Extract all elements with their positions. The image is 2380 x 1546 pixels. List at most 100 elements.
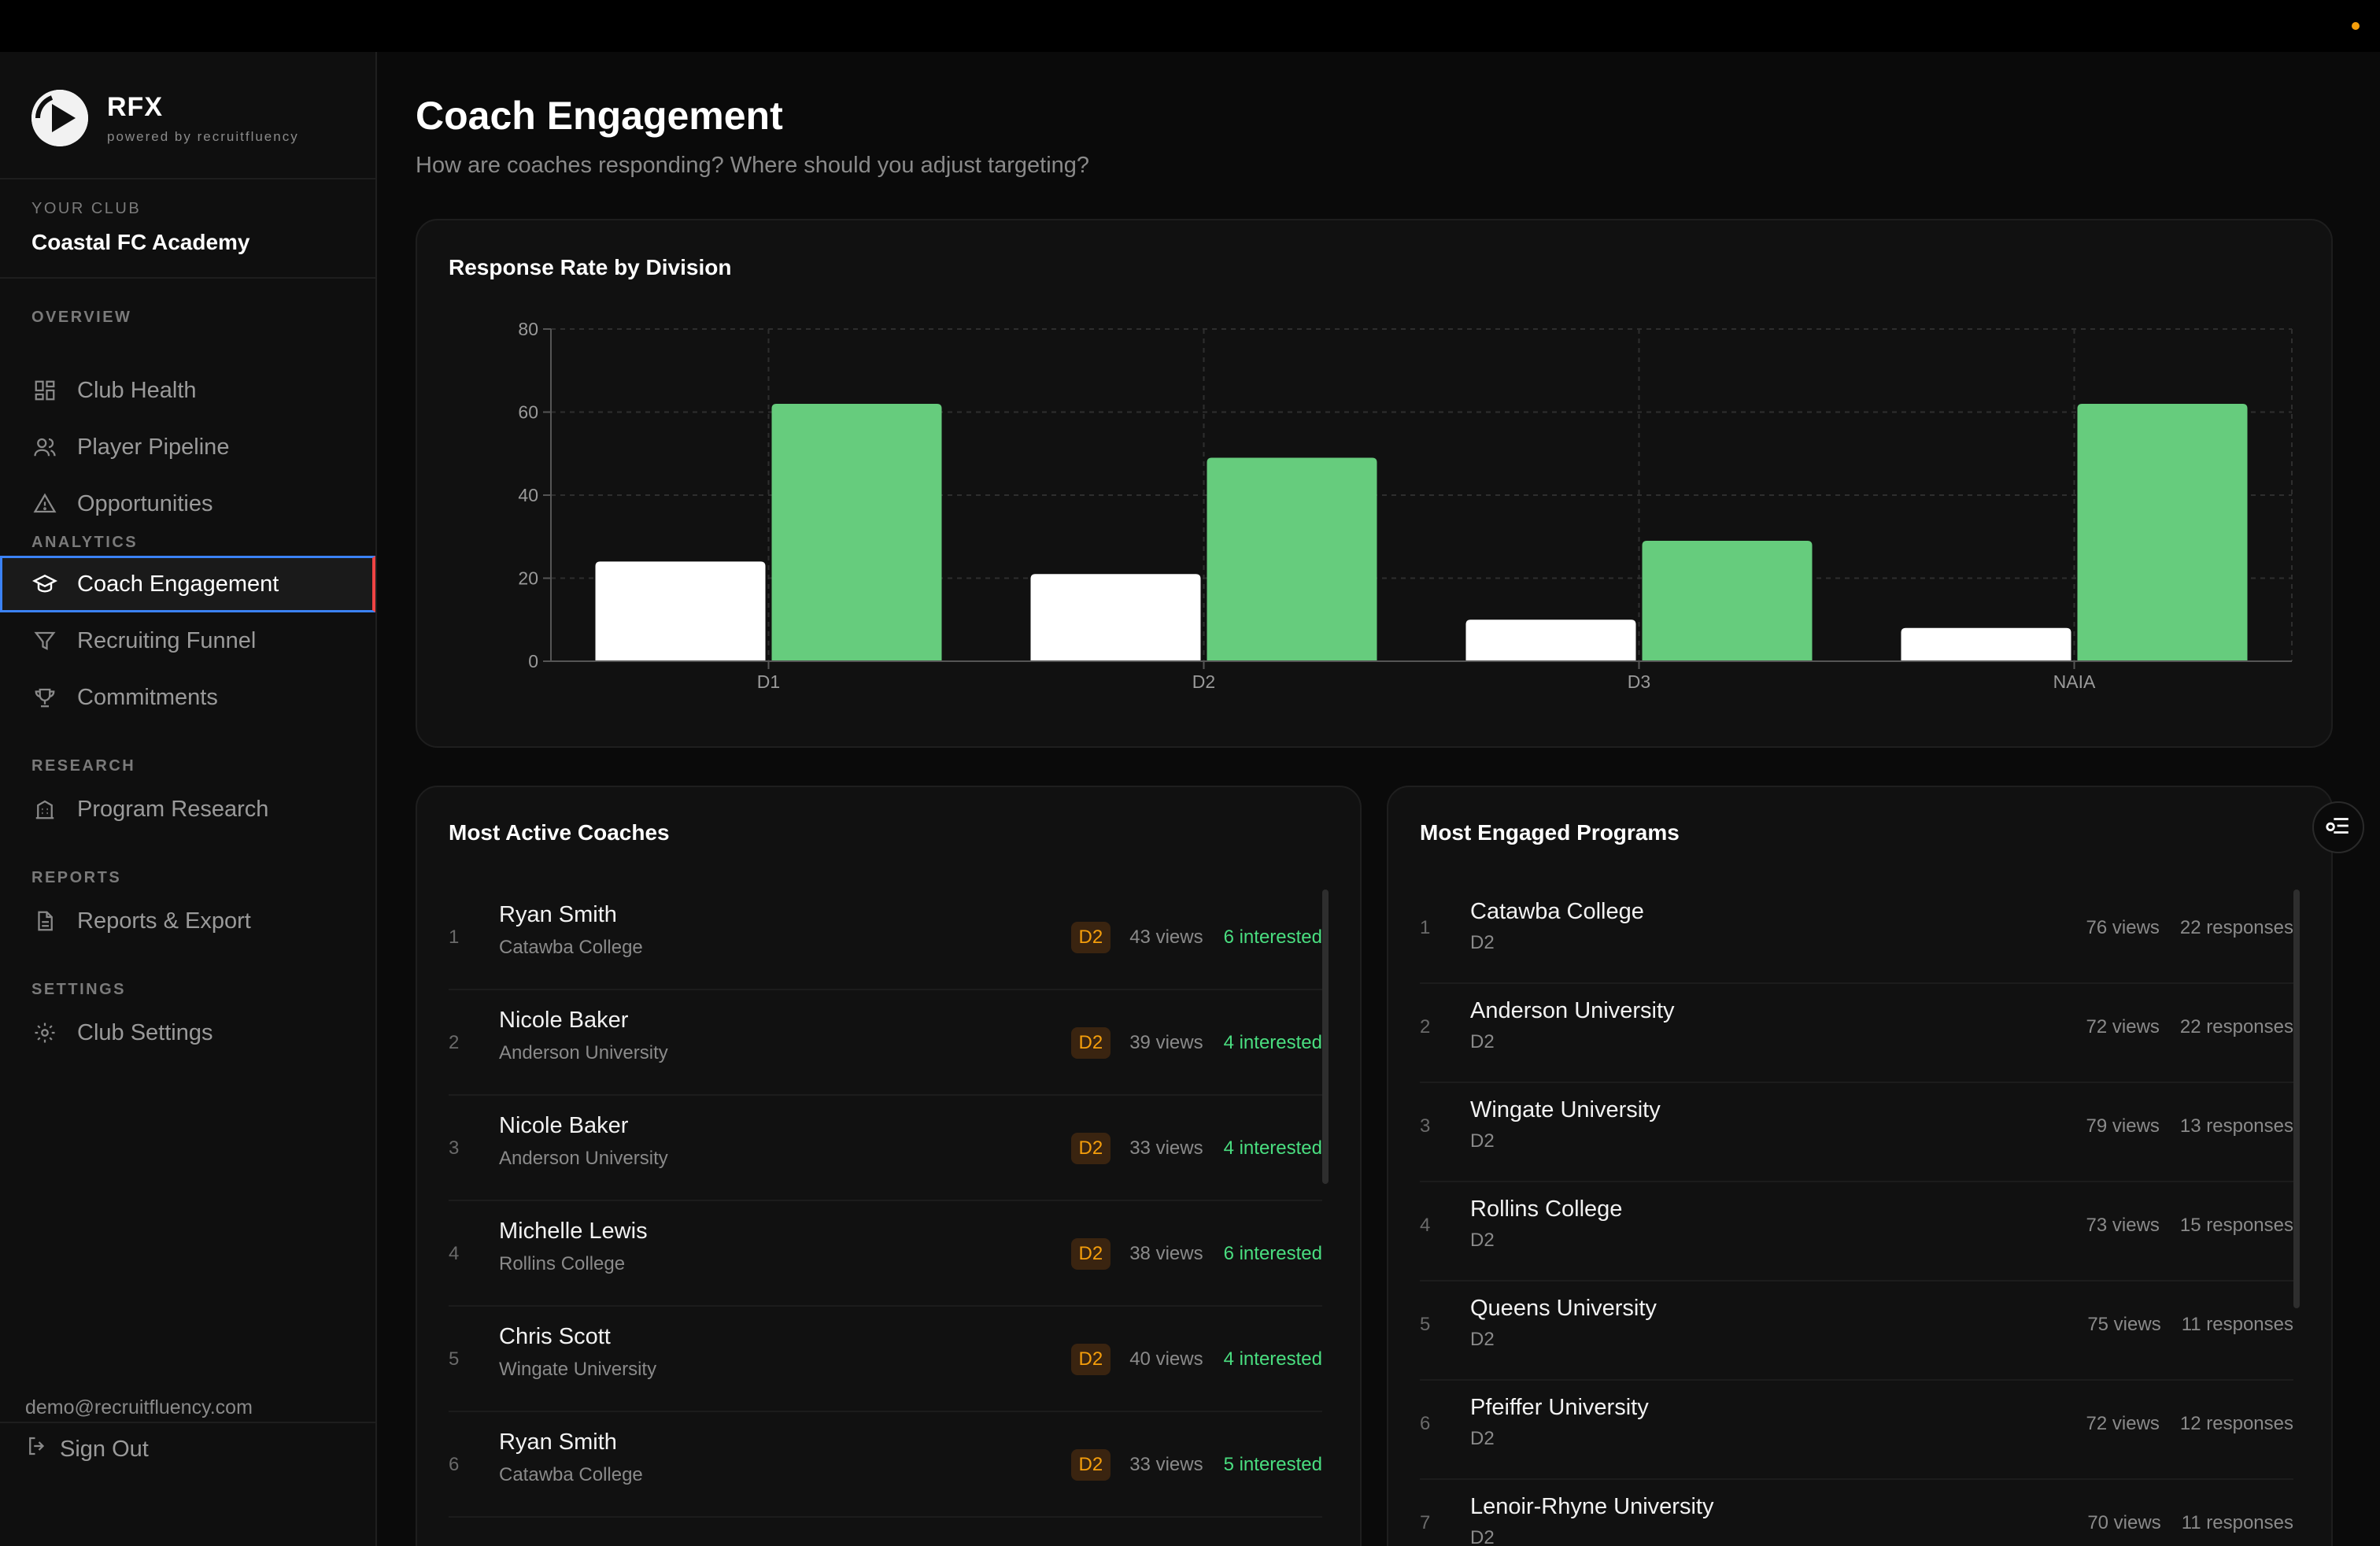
sidebar-item-program-research[interactable]: Program Research <box>0 781 375 838</box>
bar <box>771 403 942 661</box>
program-name: Lenoir-Rhyne University <box>1470 1494 1714 1519</box>
bar <box>1207 457 1377 661</box>
rank: 7 <box>1420 1512 1431 1533</box>
list-item[interactable]: 6 Ryan Smith Catawba College D2 33 views 5… <box>449 1412 1322 1518</box>
division-badge: D2 <box>1070 922 1111 953</box>
list-item[interactable]: 7 Lenoir-Rhyne University D2 70 views 11 … <box>1420 1480 2293 1546</box>
views-count: 39 views <box>1129 1032 1203 1053</box>
sign-out-button[interactable]: Sign Out <box>25 1434 149 1464</box>
programs-list: 1 Catawba College D2 76 views 22 response… <box>1420 885 2293 1546</box>
list-item[interactable]: 1 Catawba College D2 76 views 22 response… <box>1420 885 2293 984</box>
coaches-scrollbar[interactable] <box>1322 890 1329 1184</box>
response-rate-bar-chart: 0 20 40 60 80 D1 D2 D3 NAIA <box>518 319 2293 692</box>
response-rate-chart-card: Response Rate by Division 0 20 40 60 80 D1 D2 D… <box>416 219 2333 748</box>
section-label-research: RESEARCH <box>31 757 136 775</box>
interested-count: 6 interested <box>1223 926 1322 948</box>
coaches-list: 1 Ryan Smith Catawba College D2 43 views 6… <box>449 885 1322 1518</box>
status-dot <box>2352 22 2360 30</box>
rank: 6 <box>449 1454 460 1475</box>
brand[interactable]: RFX powered by recruitfluency <box>31 87 299 150</box>
list-item[interactable]: 6 Pfeiffer University D2 72 views 12 resp… <box>1420 1381 2293 1480</box>
section-label-reports: REPORTS <box>31 869 122 886</box>
sidebar-item-club-settings[interactable]: Club Settings <box>0 1004 375 1061</box>
coach-name: Nicole Baker <box>499 1008 629 1033</box>
sidebar-item-recruiting-funnel[interactable]: Recruiting Funnel <box>0 612 375 669</box>
sidebar-item-label: Coach Engagement <box>77 571 279 597</box>
views-count: 75 views <box>2087 1314 2161 1335</box>
x-tick-label: NAIA <box>2053 671 2096 692</box>
sidebar-item-reports-export[interactable]: Reports & Export <box>0 893 375 949</box>
division-badge: D2 <box>1070 1133 1111 1164</box>
bar <box>1642 541 1813 661</box>
programs-scrollbar[interactable] <box>2293 890 2300 1308</box>
coach-name: Ryan Smith <box>499 902 617 927</box>
interested-count: 4 interested <box>1223 1137 1322 1159</box>
chart-title: Response Rate by Division <box>449 255 732 279</box>
sidebar-item-player-pipeline[interactable]: Player Pipeline <box>0 419 375 475</box>
bar <box>595 561 766 661</box>
program-division: D2 <box>1470 1130 1495 1152</box>
division-badge: D2 <box>1070 1238 1111 1270</box>
views-count: 43 views <box>1129 926 1203 948</box>
views-count: 33 views <box>1129 1454 1203 1475</box>
sidebar-item-commitments[interactable]: Commitments <box>0 669 375 726</box>
list-item[interactable]: 2 Nicole Baker Anderson University D2 39 … <box>449 990 1322 1096</box>
gear-icon <box>31 1019 58 1046</box>
y-tick-label: 60 <box>518 402 538 423</box>
rank: 3 <box>1420 1115 1431 1137</box>
responses-count: 22 responses <box>2179 1016 2293 1037</box>
program-division: D2 <box>1470 1527 1495 1546</box>
division-badge: D2 <box>1070 1344 1111 1375</box>
coach-name: Ryan Smith <box>499 1429 617 1455</box>
y-tick-label: 0 <box>528 651 538 671</box>
y-tick-label: 40 <box>518 485 538 505</box>
sidebar-item-label: Club Settings <box>77 1019 213 1045</box>
coach-school: Rollins College <box>499 1253 626 1274</box>
club-label: YOUR CLUB <box>31 200 142 217</box>
list-item[interactable]: 4 Rollins College D2 73 views 15 response… <box>1420 1182 2293 1282</box>
sidebar-item-opportunities[interactable]: Opportunities <box>0 475 375 532</box>
list-item[interactable]: 2 Anderson University D2 72 views 22 resp… <box>1420 984 2293 1083</box>
x-tick-label: D3 <box>1628 671 1650 692</box>
sidebar-item-coach-engagement[interactable]: Coach Engagement <box>0 556 375 612</box>
brand-tagline: powered by recruitfluency <box>107 128 299 144</box>
list-item[interactable]: 5 Chris Scott Wingate University D2 40 vi… <box>449 1307 1322 1412</box>
coach-name: Nicole Baker <box>499 1113 629 1138</box>
rank: 3 <box>449 1137 460 1159</box>
sidebar-item-club-health[interactable]: Club Health <box>0 362 375 419</box>
views-count: 76 views <box>2086 917 2160 938</box>
sidebar-item-label: Reports & Export <box>77 908 251 934</box>
list-item[interactable]: 1 Ryan Smith Catawba College D2 43 views 6… <box>449 885 1322 990</box>
graduation-cap-icon <box>31 571 58 597</box>
rank: 4 <box>1420 1215 1431 1236</box>
rank: 1 <box>449 926 460 948</box>
bar <box>1901 627 2071 661</box>
views-count: 33 views <box>1129 1137 1203 1159</box>
most-active-coaches-card: Most Active Coaches 1 Ryan Smith Catawba… <box>416 786 1362 1546</box>
list-item[interactable]: 5 Queens University D2 75 views 11 respon… <box>1420 1282 2293 1381</box>
section-label-analytics: ANALYTICS <box>31 534 139 551</box>
list-item[interactable]: 3 Wingate University D2 79 views 13 respo… <box>1420 1083 2293 1182</box>
list-item[interactable]: 4 Michelle Lewis Rollins College D2 38 vi… <box>449 1201 1322 1307</box>
rank: 4 <box>449 1243 460 1264</box>
coach-name: Chris Scott <box>499 1324 611 1349</box>
divider <box>0 277 375 279</box>
filter-toggle-button[interactable] <box>2312 801 2364 853</box>
coach-school: Anderson University <box>499 1148 668 1169</box>
page-title: Coach Engagement <box>416 94 783 138</box>
building-icon <box>31 796 58 823</box>
coach-school: Wingate University <box>499 1359 657 1380</box>
x-tick-label: D2 <box>1192 671 1215 692</box>
list-item[interactable]: 3 Nicole Baker Anderson University D2 33 … <box>449 1096 1322 1201</box>
responses-count: 12 responses <box>2179 1413 2293 1434</box>
views-count: 70 views <box>2087 1512 2161 1533</box>
sign-out-label: Sign Out <box>60 1436 149 1462</box>
window-top-bar <box>0 0 2380 52</box>
grid-icon <box>31 377 58 404</box>
program-name: Pfeiffer University <box>1470 1395 1649 1420</box>
views-count: 79 views <box>2086 1115 2160 1137</box>
x-tick-label: D1 <box>757 671 780 692</box>
coaches-title: Most Active Coaches <box>449 820 670 845</box>
responses-count: 11 responses <box>2181 1314 2293 1335</box>
club-name: Coastal FC Academy <box>31 230 250 254</box>
